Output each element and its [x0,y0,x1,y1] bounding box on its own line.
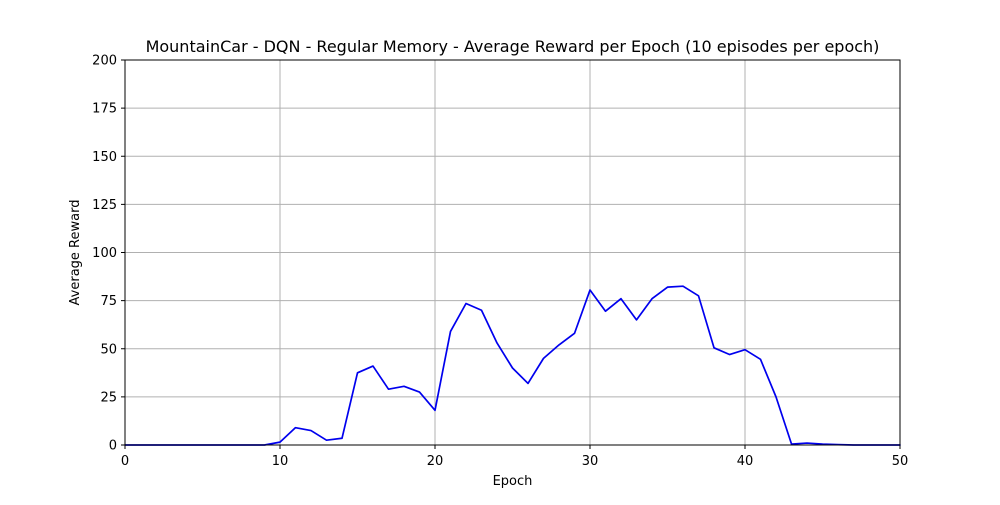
grid-layer [124,59,901,446]
y-tick-label: 100 [92,246,117,261]
y-tick-label: 150 [92,150,117,165]
x-tick-label: 50 [892,454,909,469]
x-tick-label: 30 [582,454,599,469]
chart-title: MountainCar - DQN - Regular Memory - Ave… [146,37,880,56]
tick-layer: 0 10 20 30 40 50 0 25 50 75 100 125 150 175 200 [92,54,908,470]
y-tick-label: 75 [100,294,117,309]
x-axis-label: Epoch [493,474,533,489]
x-tick-label: 40 [737,454,754,469]
y-tick-label: 50 [100,342,117,357]
x-tick-label: 20 [427,454,444,469]
y-tick-label: 0 [109,439,117,454]
y-axis-label: Average Reward [68,200,83,306]
x-tick-label: 0 [121,454,129,469]
series-line-0 [124,285,901,446]
y-tick-label: 25 [100,390,117,405]
y-tick-label: 175 [92,102,117,117]
series-layer [124,285,901,446]
x-tick-label: 10 [272,454,289,469]
y-tick-label: 200 [92,54,117,69]
y-tick-label: 125 [92,198,117,213]
